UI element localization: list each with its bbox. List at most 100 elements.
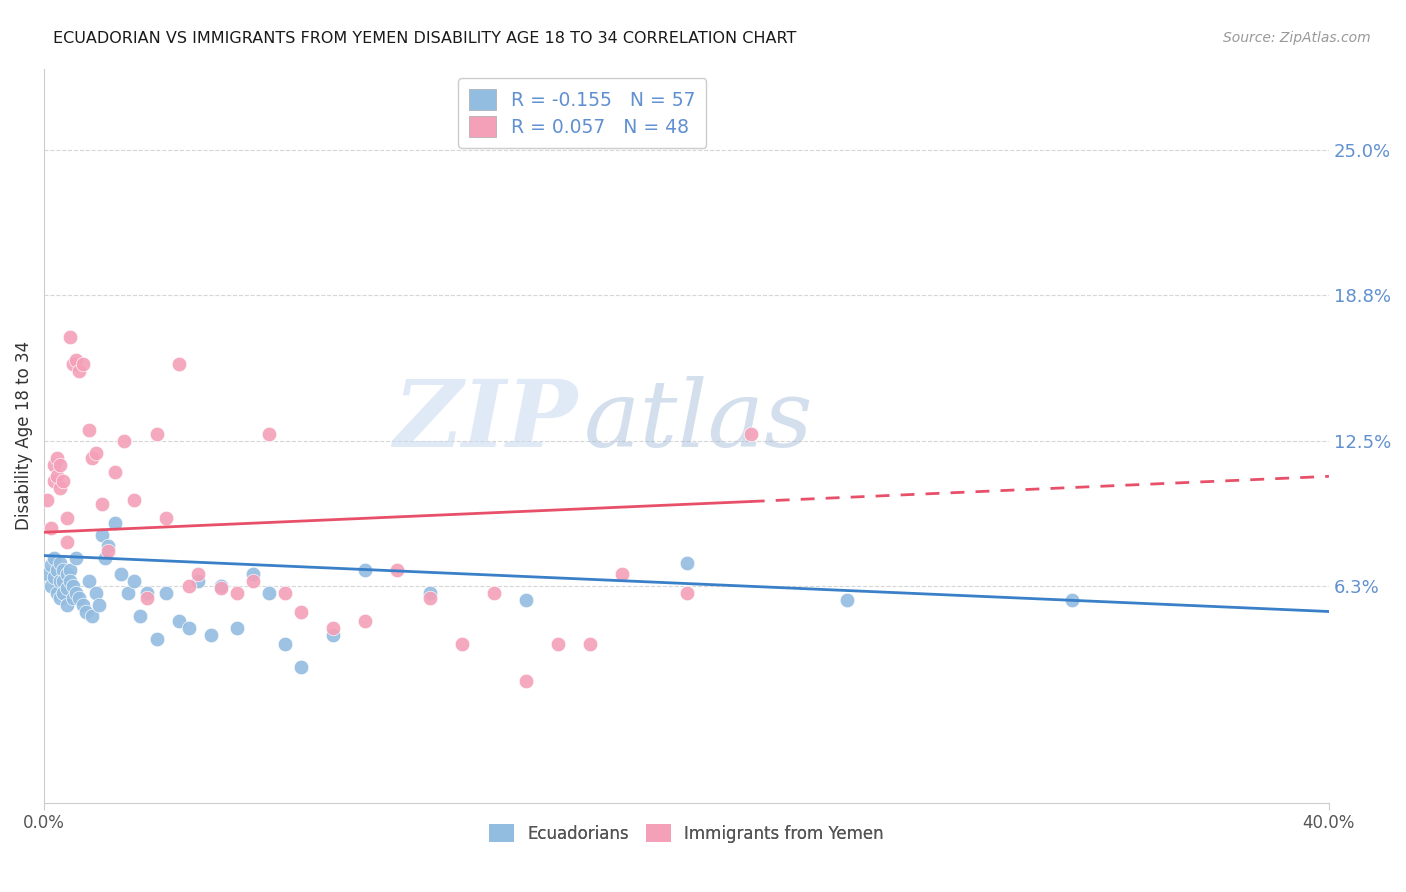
Point bbox=[55, 567, 77, 582]
Point bbox=[49, 574, 72, 589]
Point bbox=[52, 574, 75, 589]
Point bbox=[52, 563, 75, 577]
Point bbox=[59, 574, 82, 589]
Point bbox=[675, 556, 697, 570]
Text: ECUADORIAN VS IMMIGRANTS FROM YEMEN DISABILITY AGE 18 TO 34 CORRELATION CHART: ECUADORIAN VS IMMIGRANTS FROM YEMEN DISA… bbox=[53, 31, 797, 46]
Point bbox=[69, 591, 91, 605]
Point bbox=[257, 427, 280, 442]
Point bbox=[242, 567, 264, 582]
Point bbox=[49, 481, 72, 495]
Point bbox=[110, 567, 132, 582]
Point bbox=[225, 586, 247, 600]
Text: Source: ZipAtlas.com: Source: ZipAtlas.com bbox=[1223, 31, 1371, 45]
Point bbox=[59, 329, 82, 343]
Point bbox=[122, 492, 145, 507]
Point bbox=[72, 598, 94, 612]
Point bbox=[49, 458, 72, 472]
Point bbox=[835, 592, 858, 607]
Point bbox=[42, 458, 65, 472]
Point bbox=[515, 674, 537, 689]
Point bbox=[482, 586, 505, 600]
Point bbox=[77, 423, 100, 437]
Point bbox=[740, 427, 762, 442]
Point bbox=[117, 586, 139, 600]
Point bbox=[155, 586, 177, 600]
Point bbox=[55, 598, 77, 612]
Point bbox=[354, 563, 377, 577]
Point bbox=[104, 516, 127, 530]
Point bbox=[37, 492, 59, 507]
Point bbox=[97, 544, 120, 558]
Point bbox=[55, 534, 77, 549]
Point bbox=[419, 586, 441, 600]
Point bbox=[37, 567, 59, 582]
Point bbox=[209, 579, 232, 593]
Point bbox=[450, 637, 472, 651]
Point bbox=[49, 591, 72, 605]
Point bbox=[77, 574, 100, 589]
Point bbox=[167, 614, 190, 628]
Point bbox=[145, 427, 167, 442]
Point bbox=[354, 614, 377, 628]
Point bbox=[69, 364, 91, 378]
Point bbox=[322, 621, 344, 635]
Point bbox=[62, 591, 84, 605]
Point bbox=[55, 511, 77, 525]
Point bbox=[46, 563, 69, 577]
Point bbox=[419, 591, 441, 605]
Point bbox=[177, 621, 200, 635]
Point bbox=[46, 469, 69, 483]
Point bbox=[62, 358, 84, 372]
Point bbox=[387, 563, 409, 577]
Point bbox=[46, 586, 69, 600]
Point bbox=[1060, 592, 1083, 607]
Point bbox=[225, 621, 247, 635]
Point bbox=[547, 637, 569, 651]
Point bbox=[42, 569, 65, 583]
Point bbox=[65, 550, 87, 565]
Point bbox=[112, 434, 135, 449]
Point bbox=[274, 637, 297, 651]
Point bbox=[72, 358, 94, 372]
Point bbox=[52, 586, 75, 600]
Text: atlas: atlas bbox=[583, 376, 813, 466]
Point bbox=[209, 581, 232, 595]
Legend: Ecuadorians, Immigrants from Yemen: Ecuadorians, Immigrants from Yemen bbox=[482, 818, 890, 849]
Point bbox=[84, 586, 107, 600]
Point bbox=[612, 567, 634, 582]
Point bbox=[675, 586, 697, 600]
Point bbox=[515, 592, 537, 607]
Text: ZIP: ZIP bbox=[394, 376, 578, 466]
Point bbox=[55, 581, 77, 595]
Point bbox=[87, 598, 110, 612]
Point bbox=[42, 550, 65, 565]
Point bbox=[167, 358, 190, 372]
Point bbox=[135, 591, 157, 605]
Y-axis label: Disability Age 18 to 34: Disability Age 18 to 34 bbox=[15, 341, 32, 530]
Point bbox=[94, 550, 117, 565]
Point bbox=[177, 579, 200, 593]
Point bbox=[65, 586, 87, 600]
Point bbox=[39, 579, 62, 593]
Point bbox=[62, 579, 84, 593]
Point bbox=[39, 558, 62, 572]
Point bbox=[145, 632, 167, 647]
Point bbox=[84, 446, 107, 460]
Point bbox=[42, 474, 65, 488]
Point bbox=[135, 586, 157, 600]
Point bbox=[104, 465, 127, 479]
Point bbox=[274, 586, 297, 600]
Point bbox=[290, 605, 312, 619]
Point bbox=[187, 574, 209, 589]
Point bbox=[155, 511, 177, 525]
Point bbox=[579, 637, 602, 651]
Point bbox=[322, 628, 344, 642]
Point bbox=[59, 563, 82, 577]
Point bbox=[39, 520, 62, 534]
Point bbox=[49, 556, 72, 570]
Point bbox=[200, 628, 222, 642]
Point bbox=[52, 474, 75, 488]
Point bbox=[75, 605, 97, 619]
Point bbox=[82, 609, 104, 624]
Point bbox=[97, 539, 120, 553]
